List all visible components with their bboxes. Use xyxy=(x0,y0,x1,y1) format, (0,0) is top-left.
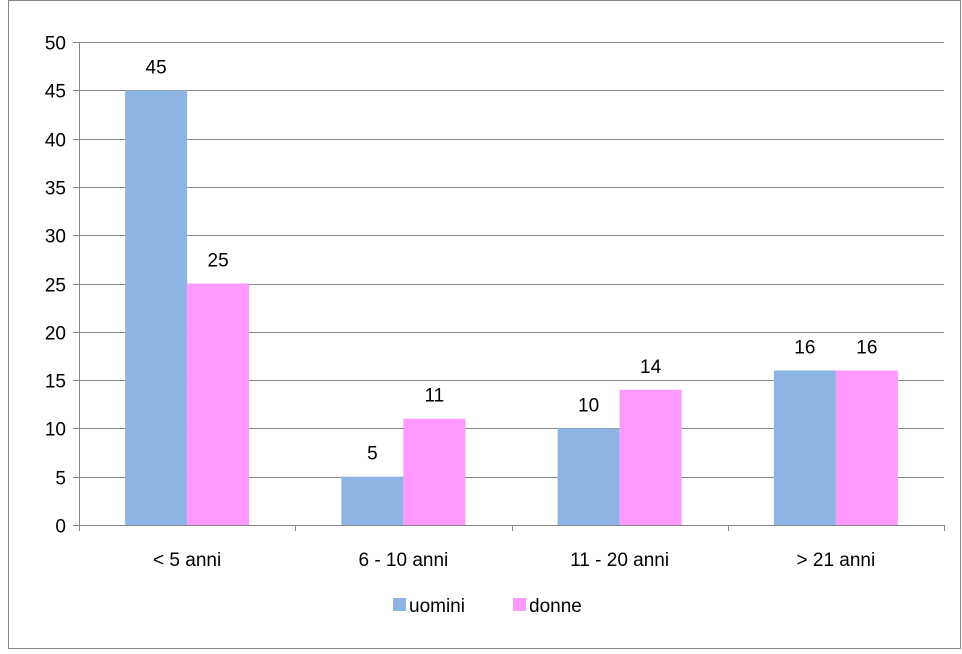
y-tick-label: 45 xyxy=(45,82,66,103)
y-tick-label: 20 xyxy=(45,324,66,345)
y-tick-label: 50 xyxy=(45,34,66,55)
data-label: 11 xyxy=(425,386,445,407)
x-tick-label: > 21 anni xyxy=(797,550,876,571)
data-label: 16 xyxy=(794,337,815,358)
y-tick-label: 0 xyxy=(55,517,66,538)
bar-uomini xyxy=(341,476,404,525)
legend-swatch-donne xyxy=(513,598,526,611)
legend-label: uomini xyxy=(409,596,465,617)
y-tick-label: 10 xyxy=(45,420,66,441)
bar-donne xyxy=(403,418,466,525)
data-label: 5 xyxy=(367,444,378,465)
x-tick-label: < 5 anni xyxy=(153,550,221,571)
bar-donne xyxy=(835,370,898,525)
data-label: 16 xyxy=(856,337,877,358)
bar-donne xyxy=(619,389,682,525)
y-tick-label: 5 xyxy=(55,469,66,490)
y-tick-label: 35 xyxy=(45,179,66,200)
legend-swatch-uomini xyxy=(393,598,406,611)
bar-donne xyxy=(187,283,250,525)
y-tick-label: 30 xyxy=(45,227,66,248)
bar-uomini xyxy=(773,370,836,525)
y-tick-label: 40 xyxy=(45,131,66,152)
x-tick-label: 11 - 20 anni xyxy=(570,550,669,571)
x-tick-label: 6 - 10 anni xyxy=(358,550,448,571)
data-label: 14 xyxy=(640,357,662,378)
legend-label: donne xyxy=(529,596,582,617)
bar-uomini xyxy=(125,90,188,526)
data-label: 45 xyxy=(146,57,167,78)
data-label: 25 xyxy=(208,251,229,272)
bar-uomini xyxy=(557,428,620,525)
y-tick-label: 15 xyxy=(45,372,66,393)
y-tick-label: 25 xyxy=(45,276,66,297)
data-label: 10 xyxy=(578,395,599,416)
